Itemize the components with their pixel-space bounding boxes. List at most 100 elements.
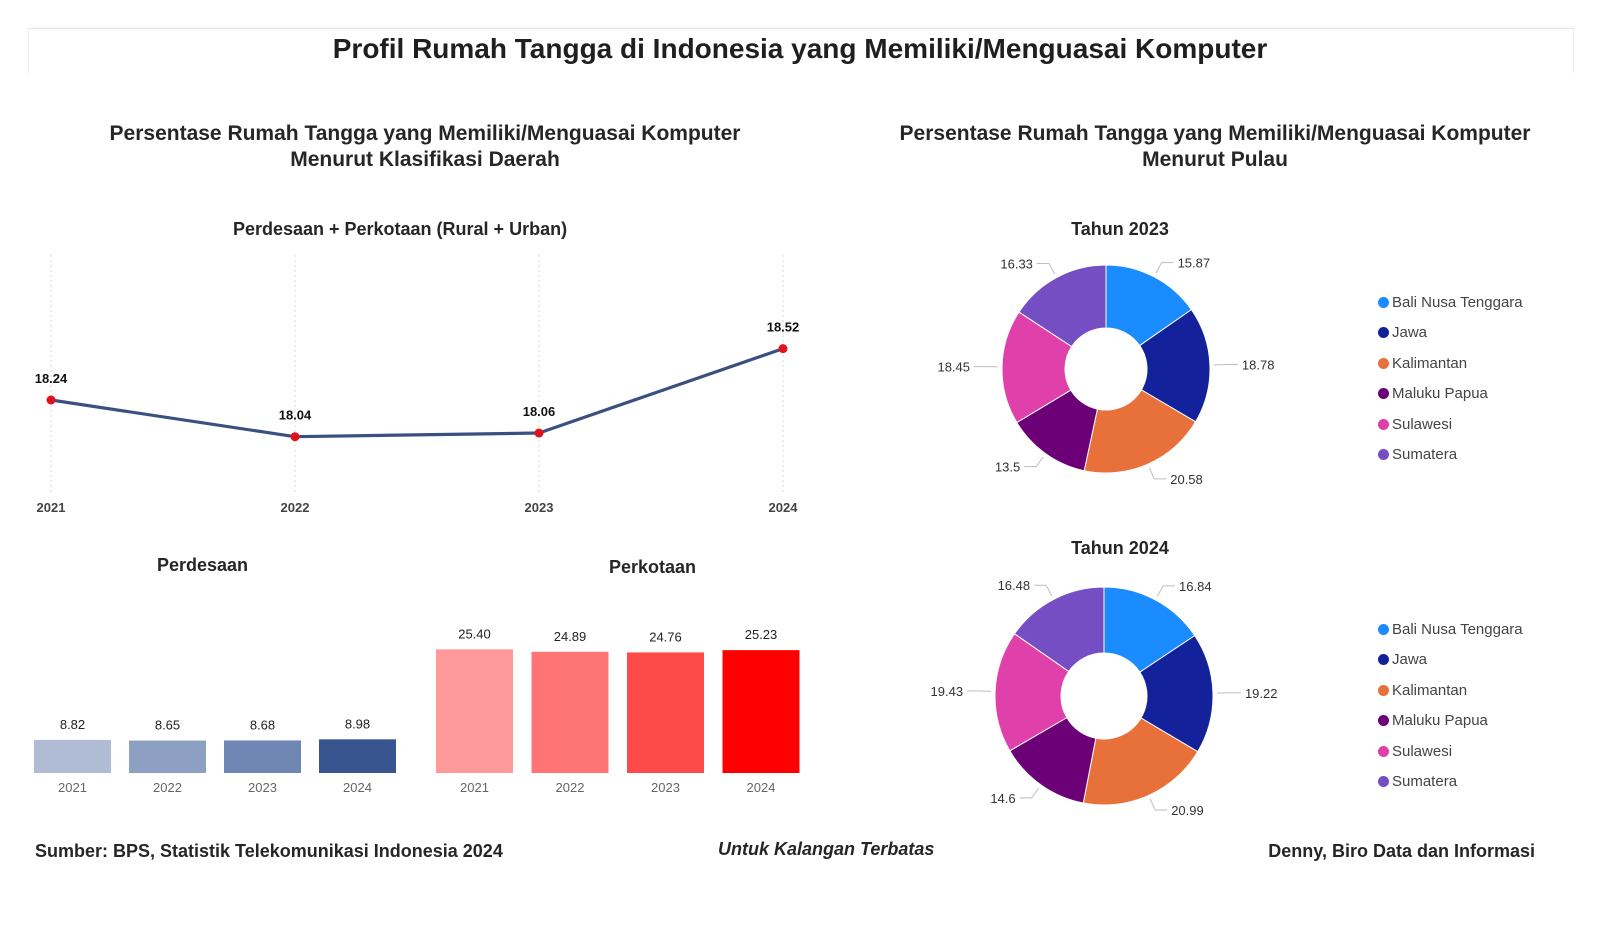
legend-2023: Bali Nusa Tenggara Jawa Kalimantan Maluku P… (1378, 287, 1523, 470)
urban-chart-x-tick-2024: 2024 (747, 780, 776, 795)
rural-chart-bar-2023 (224, 740, 301, 773)
urban-chart-bar-2021 (436, 649, 513, 773)
donut-2023-data-label-sumatera: 16.33 (1000, 256, 1033, 271)
legend-label: Sumatera (1392, 773, 1458, 791)
legend-label: Bali Nusa Tenggara (1392, 620, 1523, 638)
line-chart: 18.24 2021 18.04 2022 18.06 2023 18.52 2024 (35, 255, 800, 515)
legend-label: Maluku Papua (1392, 712, 1488, 730)
donut-2024-slice-sulawesi (994, 633, 1070, 752)
urban-chart-title: Perkotaan (608, 557, 697, 577)
legend-item-kalimantan: Kalimantan (1378, 675, 1523, 706)
urban-chart-data-label-2024: 25.23 (745, 627, 778, 642)
legend-swatch (1378, 388, 1389, 400)
rural-chart-title: Perdesaan (156, 555, 249, 575)
legend-label: Sulawesi (1392, 742, 1453, 760)
right-section-title: Persentase Rumah Tangga yang Memiliki/Me… (830, 121, 1600, 173)
donut-2024-leader-0 (1156, 585, 1176, 597)
donut-2024-leader-5 (1034, 584, 1053, 597)
donut-2024-leader-3 (1019, 787, 1039, 799)
donut-2023-leader-0 (1155, 262, 1174, 274)
legend-swatch (1378, 654, 1389, 666)
legend-swatch (1378, 296, 1389, 308)
donut-2023-slice-kalimantan (1083, 389, 1197, 474)
donut-2024-data-label-kalimantan: 20.99 (1171, 803, 1204, 818)
urban-chart-data-label-2022: 24.89 (554, 629, 587, 644)
donut-2024-data-label-sulawesi: 19.43 (931, 684, 964, 699)
legend-item-jawa: Jawa (1378, 645, 1523, 676)
line-data-label-2022: 18.04 (279, 408, 312, 423)
title-frame (28, 28, 1574, 73)
legend-2024: Bali Nusa Tenggara Jawa Kalimantan Maluku P… (1378, 614, 1523, 797)
rural-chart-x-tick-2024: 2024 (343, 780, 372, 795)
legend-label: Kalimantan (1392, 354, 1468, 372)
line-x-tick-2022: 2022 (281, 500, 310, 515)
line-x-tick-2021: 2021 (37, 500, 66, 515)
line-data-label-2021: 18.24 (35, 371, 68, 386)
donut-2023-slice-sumatera (1018, 264, 1107, 348)
legend-item-maluku-papua: Maluku Papua (1378, 706, 1523, 737)
line-point-2022 (290, 432, 300, 442)
donut-chart-2024: 16.84 19.22 20.99 14.6 19.43 16.48 (931, 578, 1278, 818)
rural-chart-data-label-2024: 8.98 (345, 716, 370, 731)
line-data-label-2023: 18.06 (523, 404, 556, 419)
right-section-title-line2: Menurut Pulau (1142, 148, 1288, 171)
legend-item-kalimantan: Kalimantan (1378, 348, 1523, 379)
rural-chart-bar-2021 (34, 739, 111, 773)
legend-item-bali-nusa-tenggara: Bali Nusa Tenggara (1378, 287, 1523, 318)
page-title: Profil Rumah Tangga di Indonesia yang Me… (332, 33, 1268, 64)
rural-chart-bar-2022 (129, 740, 206, 773)
donut-2023-data-label-jawa: 18.78 (1242, 358, 1275, 373)
line-chart-title: Perdesaan + Perkotaan (Rural + Urban) (232, 219, 568, 239)
donut-2024-slice-kalimantan (1082, 717, 1199, 806)
donut-chart-2023: 15.87 18.78 20.58 13.5 18.45 16.33 (937, 256, 1274, 487)
donut-2024-slice-bali-nusa-tenggara (1103, 586, 1196, 673)
donut-2024-data-label-bali-nusa-tenggara: 16.84 (1179, 579, 1212, 594)
confidential-note: Untuk Kalangan Terbatas (718, 839, 935, 859)
urban-bar-chart: 25.40 2021 24.89 2022 24.76 2023 25.23 2024 (436, 626, 800, 795)
legend-swatch (1378, 745, 1389, 757)
line-point-2024 (778, 344, 788, 354)
donut-2023-leader-5 (1036, 262, 1056, 275)
legend-item-jawa: Jawa (1378, 318, 1523, 349)
rural-chart-x-tick-2022: 2022 (153, 780, 182, 795)
legend-label: Bali Nusa Tenggara (1392, 293, 1523, 311)
legend-item-bali-nusa-tenggara: Bali Nusa Tenggara (1378, 614, 1523, 645)
donut-2024-leader-2 (1149, 798, 1168, 811)
rural-chart-data-label-2023: 8.68 (250, 717, 275, 732)
urban-chart-bar-2024 (722, 650, 800, 773)
legend-label: Jawa (1392, 324, 1428, 342)
urban-chart-x-tick-2023: 2023 (651, 780, 680, 795)
donut-2023-leader-2 (1148, 467, 1167, 480)
author-note: Denny, Biro Data dan Informasi (1268, 841, 1535, 861)
legend-swatch (1378, 327, 1389, 339)
rural-chart-data-label-2021: 8.82 (60, 717, 85, 732)
urban-chart-data-label-2021: 25.40 (458, 626, 491, 641)
urban-chart-x-tick-2022: 2022 (556, 780, 585, 795)
source-note: Sumber: BPS, Statistik Telekomunikasi In… (35, 841, 503, 861)
rural-chart-data-label-2022: 8.65 (155, 718, 180, 733)
rural-chart-x-tick-2023: 2023 (248, 780, 277, 795)
left-section-title-line1: Persentase Rumah Tangga yang Memiliki/Me… (109, 122, 741, 145)
donut-2023-data-label-sulawesi: 18.45 (937, 360, 970, 375)
legend-swatch (1378, 684, 1389, 696)
donut-2023-slice-jawa (1138, 308, 1211, 423)
legend-swatch (1378, 623, 1389, 635)
legend-item-sumatera: Sumatera (1378, 767, 1523, 798)
donut-2024-data-label-sumatera: 16.48 (998, 578, 1031, 593)
line-x-tick-2024: 2024 (769, 500, 799, 515)
line-point-2023 (534, 428, 544, 438)
urban-chart-bar-2023 (627, 652, 704, 773)
legend-swatch (1378, 449, 1389, 461)
legend-swatch (1378, 776, 1389, 788)
urban-chart-x-tick-2021: 2021 (460, 780, 489, 795)
left-section-title: Persentase Rumah Tangga yang Memiliki/Me… (40, 121, 810, 173)
legend-label: Sulawesi (1392, 415, 1453, 433)
legend-label: Jawa (1392, 651, 1428, 669)
legend-swatch (1378, 357, 1389, 369)
left-section-title-line2: Menurut Klasifikasi Daerah (290, 148, 560, 171)
legend-item-maluku-papua: Maluku Papua (1378, 379, 1523, 410)
donut-2023-slice-sulawesi (1001, 311, 1073, 424)
line-data-label-2024: 18.52 (767, 320, 800, 335)
donut-2024-slice-sumatera (1013, 586, 1105, 673)
line-point-2021 (46, 395, 56, 405)
